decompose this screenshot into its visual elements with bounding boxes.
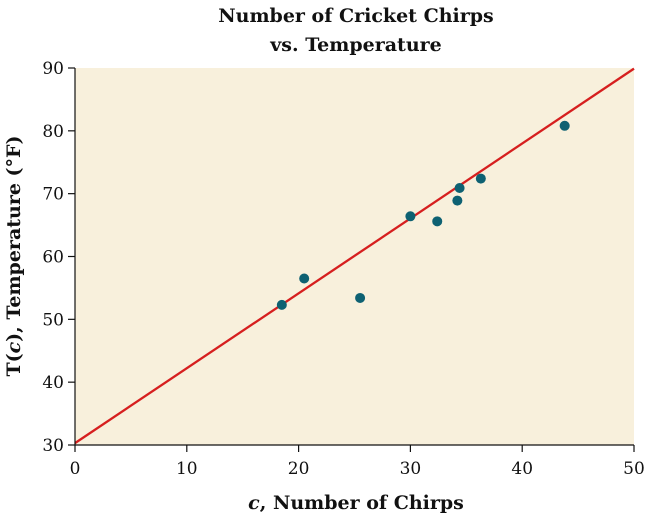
x-tick-label: 20: [288, 459, 310, 479]
y-tick-label: 40: [42, 373, 64, 393]
y-tick-label: 80: [42, 122, 64, 142]
data-point-8: [475, 173, 486, 184]
data-point-6: [452, 195, 463, 206]
plot-marks: [74, 67, 635, 445]
y-axis-title: T(c), Temperature (°F): [3, 135, 25, 376]
axis-ticks: 0 10 20 30 40 50 30 40 50 60 70 80 90: [42, 59, 644, 479]
chart-title-line-2: vs. Temperature: [269, 34, 442, 56]
y-axis-title-var: c: [3, 341, 25, 353]
x-tick-label: 10: [176, 459, 198, 479]
x-axis-title-text: , Number of Chirps: [260, 492, 464, 514]
y-tick-label: 90: [42, 59, 64, 79]
y-tick-label: 60: [42, 248, 64, 268]
y-tick-label: 30: [42, 436, 64, 456]
data-point-7: [454, 183, 465, 194]
data-point-5: [432, 216, 443, 227]
fit-line: [74, 67, 635, 445]
y-tick-label: 50: [42, 310, 64, 330]
x-tick-label: 30: [400, 459, 422, 479]
y-axis-title-prefix: T(: [3, 353, 25, 376]
x-axis-title-var: c: [248, 492, 260, 514]
x-axis-title: c, Number of Chirps: [248, 492, 464, 514]
y-tick-label: 70: [42, 185, 64, 205]
data-point-1: [276, 299, 287, 310]
x-tick-label: 50: [623, 459, 645, 479]
data-point-9: [559, 120, 570, 131]
data-point-2: [299, 273, 310, 284]
x-tick-label: 40: [511, 459, 533, 479]
x-tick-label: 0: [70, 459, 81, 479]
y-axis-title-text: ), Temperature (°F): [3, 135, 25, 341]
data-point-3: [355, 292, 366, 303]
chart-title-line-1: Number of Cricket Chirps: [218, 5, 493, 27]
data-point-4: [405, 211, 416, 222]
